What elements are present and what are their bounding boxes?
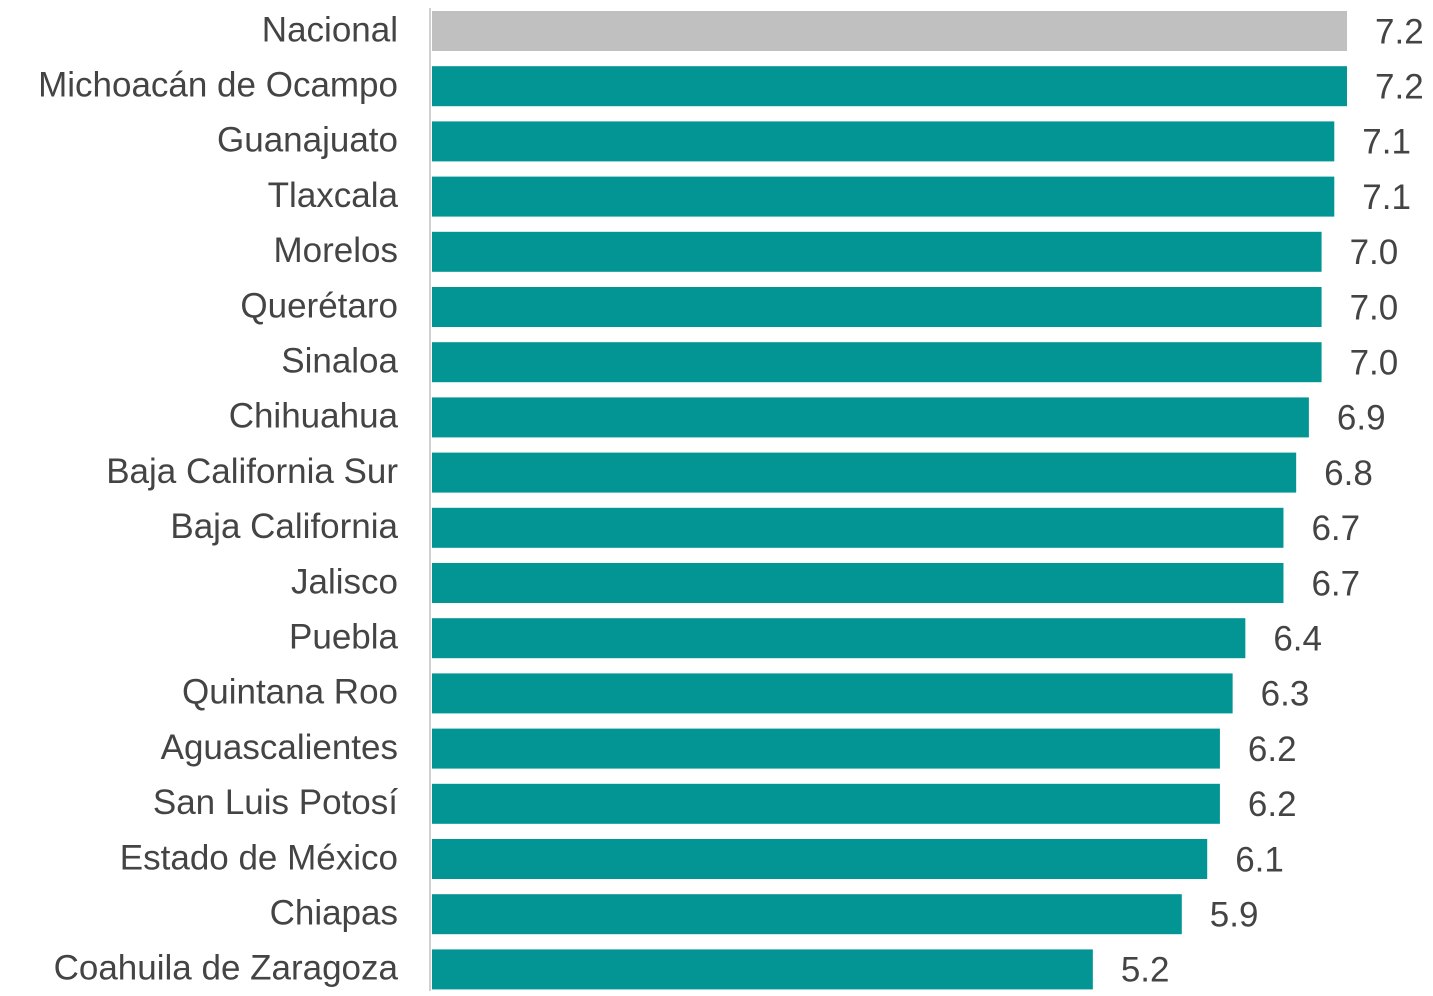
value-label: 5.9 (1210, 895, 1259, 934)
value-label: 7.0 (1350, 343, 1399, 382)
category-label: Tlaxcala (268, 176, 399, 215)
bar (432, 563, 1284, 603)
bar (432, 452, 1297, 493)
value-label: 7.0 (1350, 288, 1399, 327)
value-label: 6.7 (1311, 509, 1360, 548)
category-label: Nacional (262, 10, 398, 49)
bar (432, 176, 1335, 217)
bar (432, 11, 1347, 51)
bar (432, 287, 1322, 327)
value-label: 6.9 (1337, 399, 1386, 438)
category-label: Guanajuato (217, 121, 398, 160)
category-label: Puebla (289, 617, 399, 656)
category-label: Baja California (170, 507, 398, 546)
bar (432, 618, 1246, 659)
category-label: Querétaro (240, 286, 398, 325)
bar (432, 507, 1284, 548)
value-label: 6.1 (1235, 840, 1284, 879)
value-label: 7.0 (1350, 233, 1399, 272)
bar (432, 397, 1309, 438)
bar (432, 728, 1220, 769)
category-label: Quintana Roo (182, 673, 398, 712)
bar (432, 231, 1322, 272)
value-label: 7.1 (1362, 123, 1411, 162)
value-label: 7.2 (1375, 67, 1424, 106)
category-label: Chihuahua (229, 397, 399, 436)
value-label: 6.3 (1261, 675, 1310, 714)
category-label: Chiapas (270, 893, 398, 932)
bar (432, 673, 1233, 714)
value-label: 7.2 (1375, 12, 1424, 51)
category-label: San Luis Potosí (153, 783, 398, 822)
category-label: Morelos (274, 231, 398, 270)
category-label: Coahuila de Zaragoza (54, 949, 399, 988)
bar (432, 342, 1322, 383)
value-label: 5.2 (1121, 951, 1170, 990)
category-label: Estado de México (120, 838, 398, 877)
bar (432, 783, 1220, 824)
bar (432, 839, 1208, 879)
category-label: Baja California Sur (106, 452, 398, 491)
value-label: 6.4 (1273, 619, 1322, 658)
category-label: Aguascalientes (161, 728, 398, 767)
bar (432, 949, 1093, 990)
value-label: 6.7 (1311, 564, 1360, 603)
value-label: 7.1 (1362, 178, 1411, 217)
category-label: Jalisco (291, 562, 398, 601)
value-label: 6.2 (1248, 730, 1297, 769)
value-label: 6.2 (1248, 785, 1297, 824)
bar (432, 121, 1335, 162)
value-label: 6.8 (1324, 454, 1373, 493)
bar (432, 894, 1182, 935)
category-label: Michoacán de Ocampo (38, 65, 398, 104)
category-label: Sinaloa (281, 341, 398, 380)
bar (432, 66, 1347, 107)
